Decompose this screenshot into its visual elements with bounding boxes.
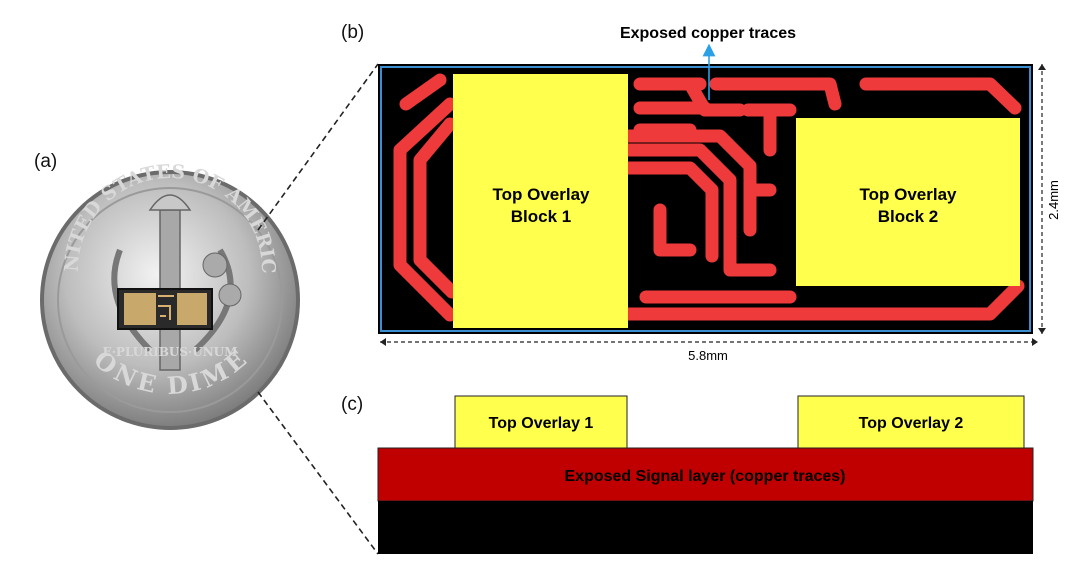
block2-label-line1: Top Overlay [860,185,958,204]
oak-leaf-icon [218,283,242,307]
copper-trace [859,77,1022,115]
copper-trace [709,77,842,111]
top-overlay-1-layer [454,395,628,449]
copper-trace [399,73,447,111]
top-overlay-2-label: Top Overlay 2 [859,415,964,432]
block2-label-line2: Block 2 [878,207,938,226]
panel-label-b: (b) [341,22,364,43]
coin-motto: E·PLURIBUS·UNUM [103,345,238,359]
block1-label-line1: Top Overlay [493,185,591,204]
top-overlay-1-label: Top Overlay 1 [489,415,594,432]
copper-trace [393,97,457,322]
pcb-cross-section: Top Overlay 1 Top Overlay 2 Exposed Sign… [377,395,1034,554]
block1-label-line2: Block 1 [511,207,571,226]
signal-layer-label: Exposed Signal layer (copper traces) [565,468,846,485]
copper-trace [621,129,757,237]
exposed-copper-label: Exposed copper traces [620,25,796,42]
chip-traces [158,295,174,320]
copper-trace [653,203,697,257]
substrate-layer [378,501,1033,554]
pcb-top-view: Top Overlay Block 1 Top Overlay Block 2 [378,64,1033,334]
chip-overlay-2 [177,293,207,325]
top-overlay-block-1 [453,74,628,328]
copper-trace [621,279,1025,321]
coin-rim [57,187,283,413]
panel-label-a: (a) [34,151,57,172]
oak-leaf-icon [202,252,228,278]
copper-trace [621,161,719,263]
copper-trace [413,117,459,299]
chip-overlay-1 [124,293,156,325]
zoom-line-top [257,63,379,231]
top-overlay-block-2 [796,118,1020,286]
top-overlay-2-layer [797,395,1025,449]
dime-coin: UNITED STATES OF AMERICA E·PLURIBUS·UNUM… [0,0,300,430]
board-outline [380,66,1031,332]
copper-trace [621,143,777,277]
flame-icon [148,194,192,211]
zoom-line-bottom [257,391,379,555]
width-label: 5.8mm [688,348,728,363]
height-label: 2.4mm [1046,180,1061,220]
panel-label-c: (c) [341,394,363,415]
